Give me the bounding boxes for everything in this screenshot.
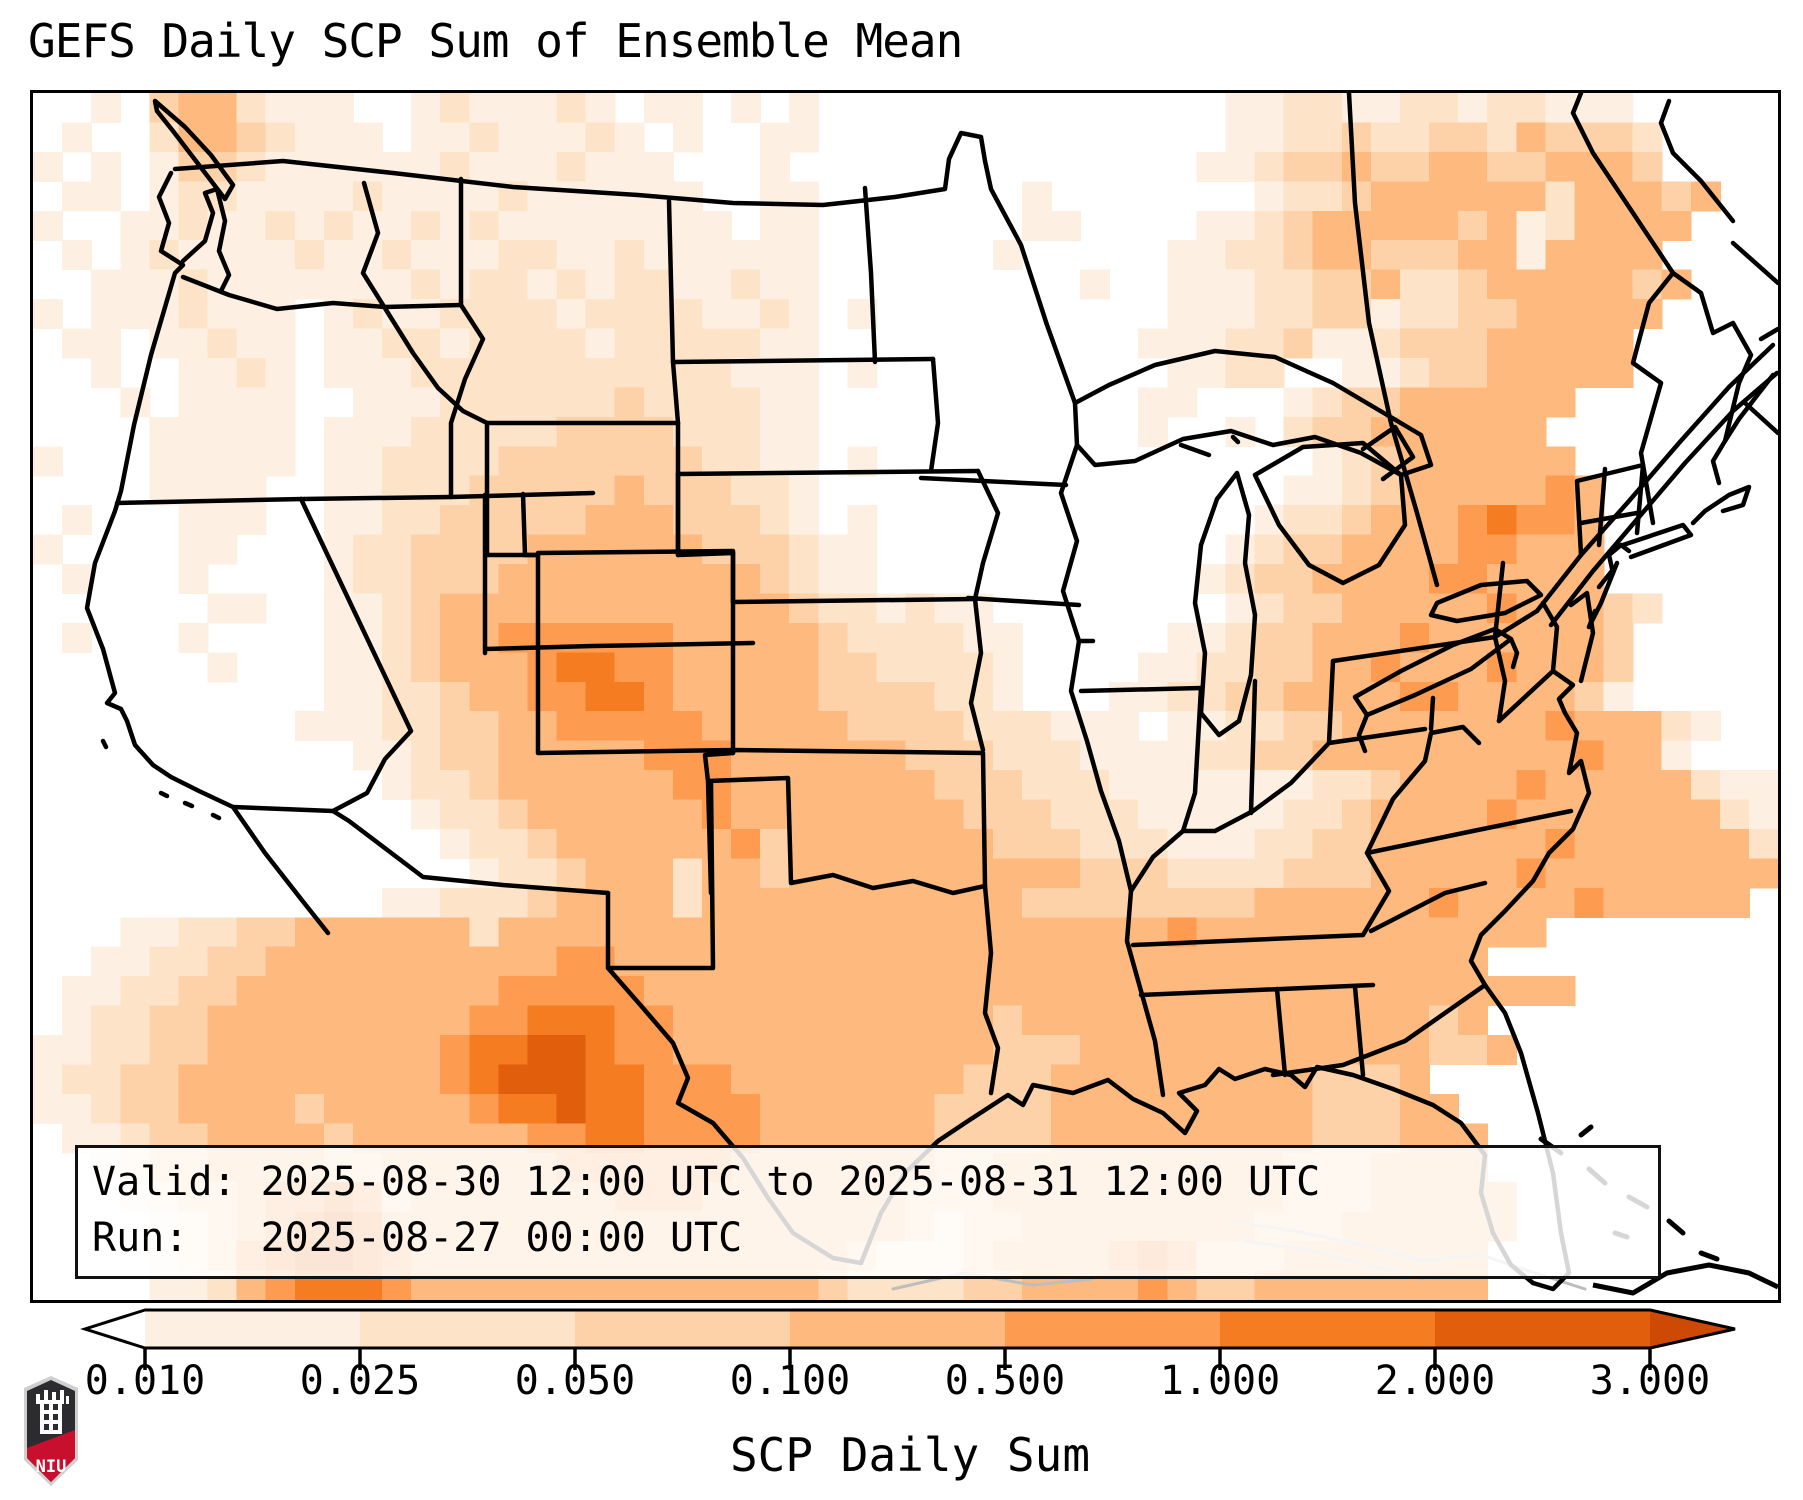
colorbar-tick-label: 1.000	[1159, 1358, 1281, 1404]
page-title: GEFS Daily SCP Sum of Ensemble Mean	[28, 14, 963, 68]
state-borders	[84, 93, 1778, 1292]
valid-time-text: Valid: 2025-08-30 12:00 UTC to 2025-08-3…	[92, 1159, 1321, 1205]
colorbar-axis-label: SCP Daily Sum	[729, 1428, 1091, 1482]
colorbar-tick-label: 0.050	[514, 1358, 636, 1404]
colorbar-tick-label: 2.000	[1374, 1358, 1496, 1404]
colorbar-tick-labels: 0.010 0.025 0.050 0.100 0.500 1.000 2.000 3.000	[0, 1358, 1803, 1414]
niu-logo-text: NIU	[36, 1457, 67, 1477]
map-canvas: Valid: 2025-08-30 12:00 UTC to 2025-08-3…	[30, 90, 1781, 1303]
colorbar-tick-label: 0.010	[84, 1358, 206, 1404]
heatmap-cells	[33, 93, 1778, 1300]
colorbar-tick-label: 0.500	[944, 1358, 1066, 1404]
colorbar-tick-label: 0.100	[729, 1358, 851, 1404]
colorbar-tick-label: 3.000	[1589, 1358, 1711, 1404]
run-time-text: Run: 2025-08-27 00:00 UTC	[92, 1215, 743, 1261]
niu-logo: NIU	[20, 1374, 82, 1490]
colorbar	[80, 1306, 1740, 1376]
cuba-coast	[1592, 1262, 1778, 1296]
colorbar-tick-label: 0.025	[299, 1358, 421, 1404]
validity-info-box: Valid: 2025-08-30 12:00 UTC to 2025-08-3…	[75, 1145, 1661, 1279]
